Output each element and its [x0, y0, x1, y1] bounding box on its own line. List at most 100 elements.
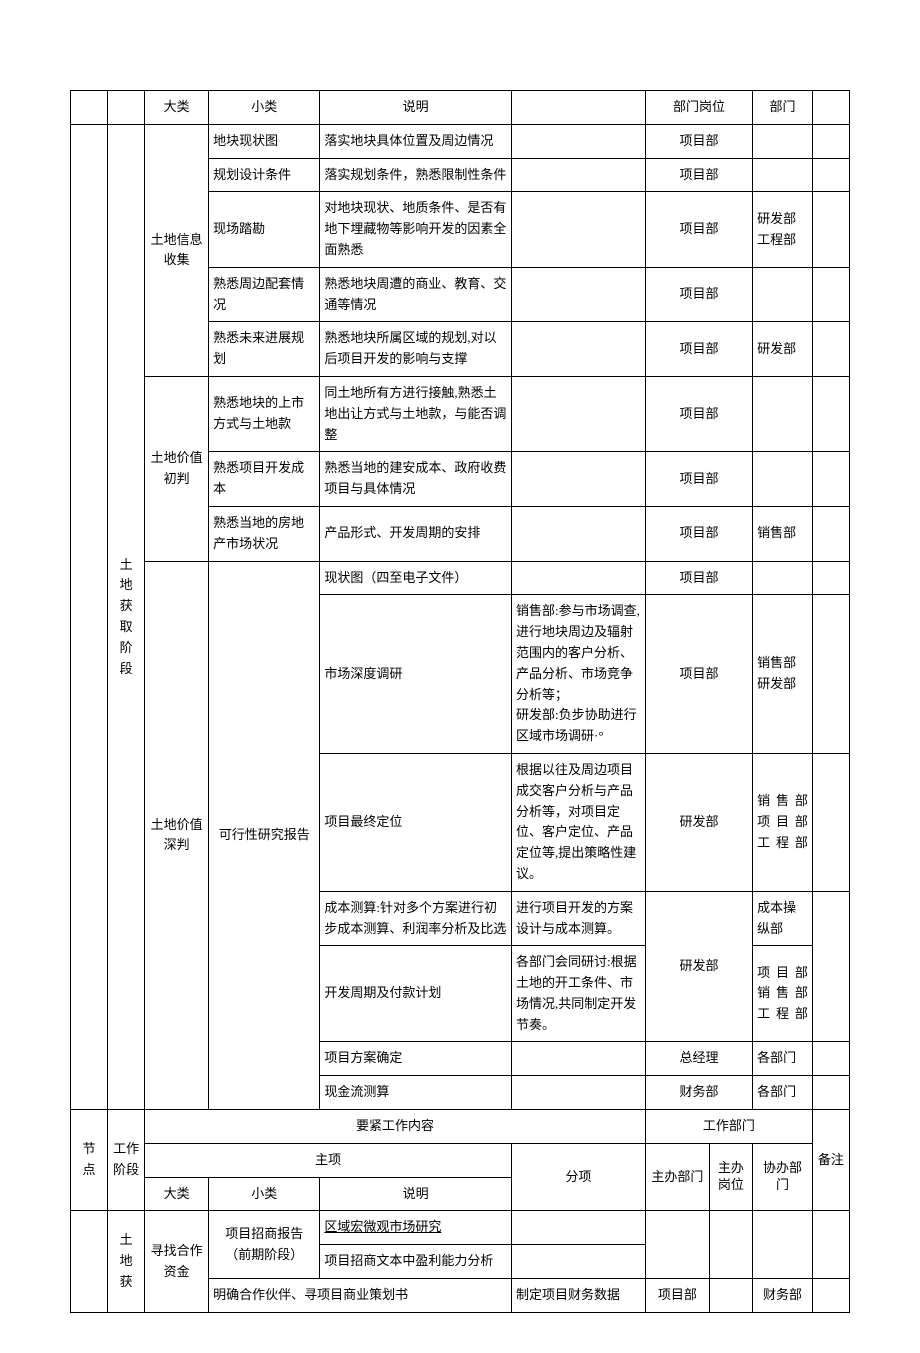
cell-remark	[812, 192, 849, 267]
hdr2-d1: 主办部门	[645, 1143, 709, 1211]
cell-dept2: 销售部	[753, 506, 813, 561]
phase-char: 阶	[112, 638, 140, 659]
document-page: 大类 小类 说明 部门岗位 部门 土 地 获 取 阶 段 土地信息收集 地块现状…	[0, 0, 920, 1353]
cell-desc: 落实规划条件，熟悉限制性条件	[320, 158, 512, 192]
phase-label: 土 地 获 取 阶 段	[108, 124, 145, 1109]
cell-remark	[812, 322, 849, 377]
hdr2-remark: 备注	[812, 1110, 849, 1211]
cell-dept2: 各部门	[753, 1076, 813, 1110]
cell-dept2: 成本操纵部	[753, 891, 813, 946]
hdr2-d1-text: 主办部门	[650, 1169, 705, 1186]
cell-dept	[645, 1211, 709, 1279]
main-table: 大类 小类 说明 部门岗位 部门 土 地 获 取 阶 段 土地信息收集 地块现状…	[70, 90, 850, 1313]
cell-remark	[812, 1042, 849, 1076]
cell-desc: 市场深度调研	[320, 595, 512, 754]
cell-sub	[511, 1076, 645, 1110]
cell-dept2: 财务部	[753, 1279, 813, 1313]
cell-desc: 成本测算:针对多个方案进行初步成本测算、利润率分析及比选	[320, 891, 512, 946]
cell-sub: 进行项目开发的方案设计与成本测算。	[511, 891, 645, 946]
hdr2-d3-text: 协办部门	[757, 1160, 808, 1194]
cell-sub	[511, 322, 645, 377]
hdr2-desc: 说明	[320, 1177, 512, 1211]
cell-sub	[511, 1245, 645, 1279]
cell-dept: 项目部	[645, 376, 752, 451]
hdr2-d2: 主办岗位	[709, 1143, 752, 1211]
hdr2-stage: 工作阶段	[108, 1110, 145, 1211]
phase-char: 获	[112, 596, 140, 617]
cell-dept: 项目部	[645, 124, 752, 158]
cell-dept2	[753, 158, 813, 192]
hdr2-d3: 协办部门	[753, 1143, 813, 1211]
cell-sub: 各部门会同研讨:根据土地的开工条件、市场情况,共同制定开发节奏。	[511, 946, 645, 1042]
cell-remark	[812, 506, 849, 561]
cell-desc: 项目最终定位	[320, 753, 512, 891]
cell-remark	[812, 267, 849, 322]
cell-desc: 落实地块具体位置及周边情况	[320, 124, 512, 158]
sub-group-label: 可行性研究报告	[209, 561, 320, 1110]
cell-sub: 销售部:参与市场调查,进行地块周边及辐射范围内的客户分析、产品分析、市场竞争分析…	[511, 595, 645, 754]
cell-desc: 开发周期及付款计划	[320, 946, 512, 1042]
cell-dept2	[753, 1211, 813, 1279]
cell-desc: 区域宏微观市场研究	[320, 1211, 512, 1245]
group-label: 土地价值初判	[145, 376, 209, 561]
group-label: 土地价值深判	[145, 561, 209, 1110]
underlined-text: 区域宏微观市场研究	[324, 1219, 441, 1234]
hdr-small: 小类	[209, 91, 320, 125]
cell-sub	[511, 1042, 645, 1076]
cell-dept: 项目部	[645, 192, 752, 267]
hdr2-mainitem: 主项	[145, 1143, 512, 1177]
hdr-big: 大类	[145, 91, 209, 125]
cell-remark	[812, 124, 849, 158]
cell-dept: 项目部	[645, 595, 752, 754]
cell-dept: 研发部	[645, 891, 752, 1042]
cell-remark	[812, 1279, 849, 1313]
hdr2-mainwork: 要紧工作内容	[145, 1110, 646, 1144]
col-node-blank	[71, 124, 108, 1109]
header2-row2: 主项 分项 主办部门 主办岗位 协办部门	[71, 1143, 850, 1177]
cell-dept2	[753, 124, 813, 158]
cell-sub	[511, 124, 645, 158]
cell-small: 项目招商报告（前期阶段）	[209, 1211, 320, 1279]
cell-dept2: 各部门	[753, 1042, 813, 1076]
cell-dept2: 研发部	[753, 322, 813, 377]
cell-sub: 制定项目财务数据	[511, 1279, 645, 1313]
cell-sub	[511, 452, 645, 507]
hdr2-small: 小类	[209, 1177, 320, 1211]
hdr-blank	[812, 91, 849, 125]
cell-dept2	[753, 376, 813, 451]
col-node-blank	[71, 1211, 108, 1312]
cell-small: 熟悉周边配套情况	[209, 267, 320, 322]
header-row-1: 大类 小类 说明 部门岗位 部门	[71, 91, 850, 125]
cell-desc: 熟悉地块所属区域的规划,对以后项目开发的影响与支撑	[320, 322, 512, 377]
cell-remark	[812, 158, 849, 192]
hdr2-node: 节 点	[71, 1110, 108, 1211]
hdr-blank	[71, 91, 108, 125]
cell-remark	[812, 376, 849, 451]
cell-remark	[812, 595, 849, 754]
cell-small: 熟悉当地的房地产市场状况	[209, 506, 320, 561]
hdr2-char: 点	[75, 1160, 103, 1181]
cell-dept: 项目部	[645, 452, 752, 507]
cell-sub	[511, 1211, 645, 1245]
cell-sub	[511, 158, 645, 192]
cell-small: 熟悉项目开发成本	[209, 452, 320, 507]
hdr-blank	[108, 91, 145, 125]
phase-char: 地	[112, 575, 140, 596]
hdr2-d2-text: 主办岗位	[714, 1160, 748, 1194]
cell-small: 明确合作伙伴、寻项目商业策划书	[209, 1279, 512, 1313]
phase2-label: 土 地 获	[108, 1211, 145, 1312]
hdr-dept-pos: 部门岗位	[645, 91, 752, 125]
cell-small: 现场踏勘	[209, 192, 320, 267]
cell-dept2	[753, 561, 813, 595]
cell-dept2: 销售部研发部	[753, 595, 813, 754]
table-row: 土地价值初判 熟悉地块的上市方式与土地款 同土地所有方进行接触,熟悉土地出让方式…	[71, 376, 850, 451]
cell-sub	[511, 267, 645, 322]
cell-remark	[812, 1076, 849, 1110]
cell-desc: 项目招商文本中盈利能力分析	[320, 1245, 512, 1279]
cell-remark	[812, 561, 849, 595]
cell-dept: 项目部	[645, 561, 752, 595]
phase-char: 土	[112, 1230, 140, 1251]
cell-small: 规划设计条件	[209, 158, 320, 192]
cell-desc: 现金流测算	[320, 1076, 512, 1110]
cell-dept: 项目部	[645, 506, 752, 561]
